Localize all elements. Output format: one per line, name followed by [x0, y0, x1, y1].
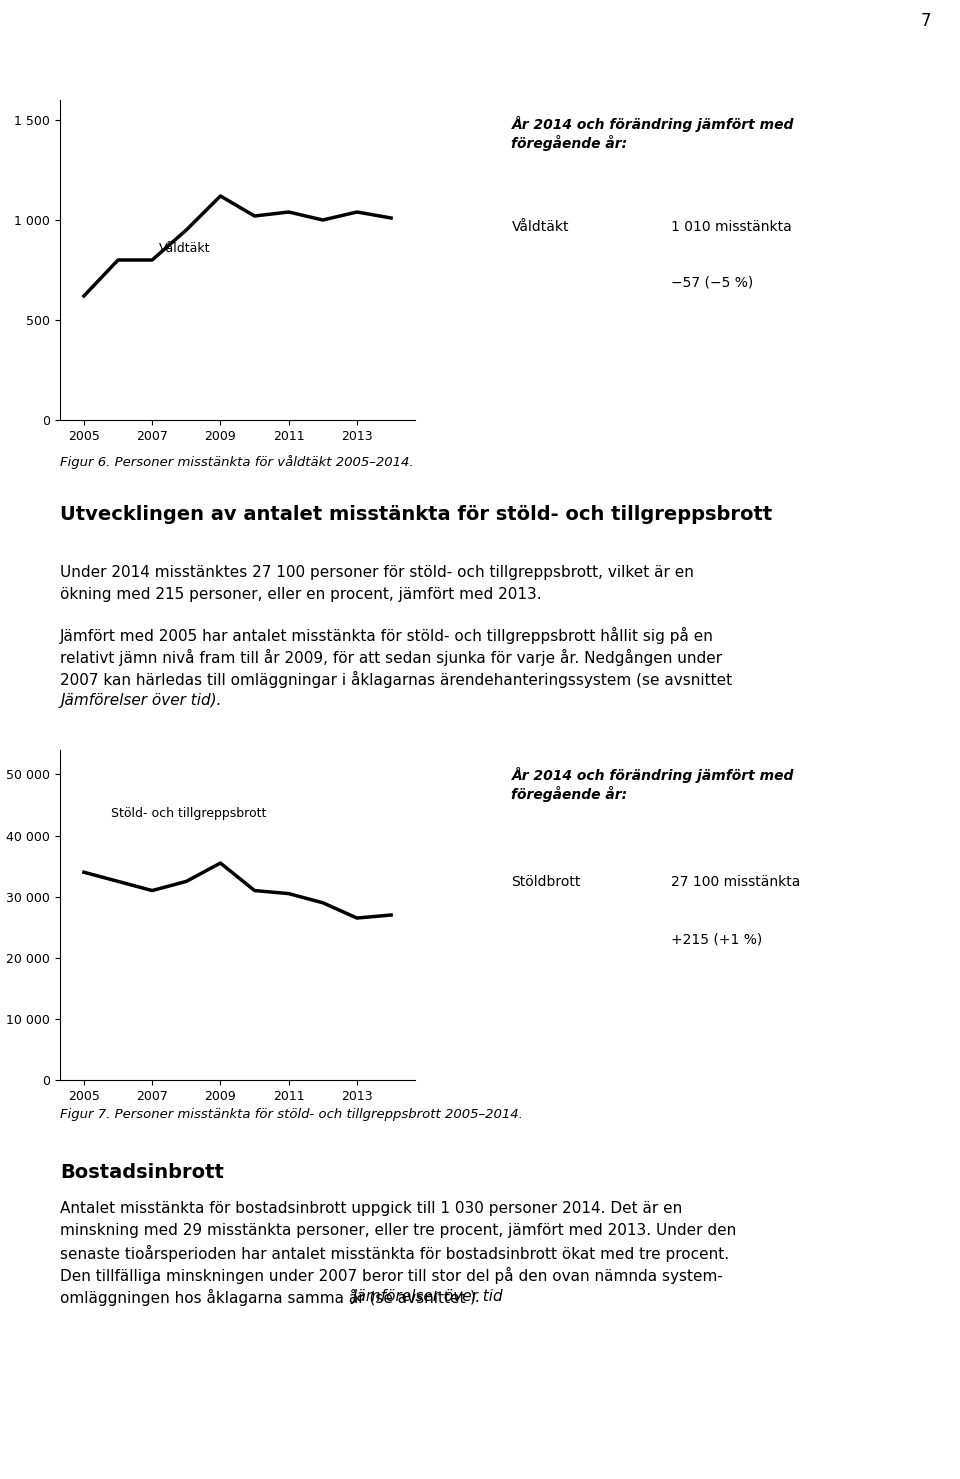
Text: Antalet misstänkta för bostadsinbrott uppgick till 1 030 personer 2014. Det är e: Antalet misstänkta för bostadsinbrott up…	[60, 1201, 683, 1216]
Text: ).: ).	[469, 1290, 480, 1304]
Text: −57 (−5 %): −57 (−5 %)	[671, 277, 753, 290]
Text: Utvecklingen av antalet misstänkta för stöld- och tillgreppsbrott: Utvecklingen av antalet misstänkta för s…	[60, 504, 772, 524]
Text: Jämförelser över tid).: Jämförelser över tid).	[60, 694, 222, 708]
Text: Bostadsinbrott: Bostadsinbrott	[60, 1162, 224, 1182]
Text: Våldtäkt: Våldtäkt	[159, 243, 210, 254]
Text: +215 (+1 %): +215 (+1 %)	[671, 933, 762, 947]
Text: 1 010 misstänkta: 1 010 misstänkta	[671, 220, 791, 234]
Text: Den tillfälliga minskningen under 2007 beror till stor del på den ovan nämnda sy: Den tillfälliga minskningen under 2007 b…	[60, 1268, 723, 1284]
Text: År 2014 och förändring jämfört med
föregående år:: År 2014 och förändring jämfört med föreg…	[512, 768, 794, 802]
Text: relativt jämn nivå fram till år 2009, för att sedan sjunka för varje år. Nedgång: relativt jämn nivå fram till år 2009, fö…	[60, 649, 722, 666]
Text: Figur 6. Personer misstänkta för våldtäkt 2005–2014.: Figur 6. Personer misstänkta för våldtäk…	[60, 456, 414, 469]
Text: År 2014 och förändring jämfört med
föregående år:: År 2014 och förändring jämfört med föreg…	[512, 115, 794, 151]
Text: ökning med 215 personer, eller en procent, jämfört med 2013.: ökning med 215 personer, eller en procen…	[60, 587, 541, 602]
Text: Jämförelser över tid: Jämförelser över tid	[352, 1290, 503, 1304]
Text: 2007 kan härledas till omläggningar i åklagarnas ärendehanteringssystem (se avsn: 2007 kan härledas till omläggningar i åk…	[60, 671, 732, 688]
Text: Stöldbrott: Stöldbrott	[512, 874, 581, 889]
Text: minskning med 29 misstänkta personer, eller tre procent, jämfört med 2013. Under: minskning med 29 misstänkta personer, el…	[60, 1223, 736, 1238]
Text: Stöld- och tillgreppsbrott: Stöld- och tillgreppsbrott	[111, 808, 267, 821]
Text: omläggningen hos åklagarna samma år (se avsnittet: omläggningen hos åklagarna samma år (se …	[60, 1290, 470, 1306]
Text: 27 100 misstänkta: 27 100 misstänkta	[671, 874, 800, 889]
Text: Under 2014 misstänktes 27 100 personer för stöld- och tillgreppsbrott, vilket är: Under 2014 misstänktes 27 100 personer f…	[60, 565, 694, 580]
Text: senaste tioårsperioden har antalet misstänkta för bostadsinbrott ökat med tre pr: senaste tioårsperioden har antalet misst…	[60, 1245, 730, 1262]
Text: Våldtäkt: Våldtäkt	[512, 220, 569, 234]
Text: Figur 7. Personer misstänkta för stöld- och tillgreppsbrott 2005–2014.: Figur 7. Personer misstänkta för stöld- …	[60, 1108, 523, 1121]
Text: Jämfört med 2005 har antalet misstänkta för stöld- och tillgreppsbrott hållit si: Jämfört med 2005 har antalet misstänkta …	[60, 627, 714, 643]
Text: 7: 7	[921, 12, 931, 30]
